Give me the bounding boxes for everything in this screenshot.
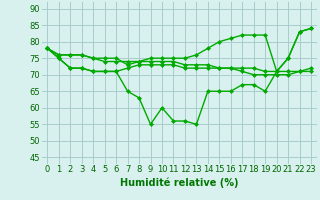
X-axis label: Humidité relative (%): Humidité relative (%)	[120, 177, 238, 188]
